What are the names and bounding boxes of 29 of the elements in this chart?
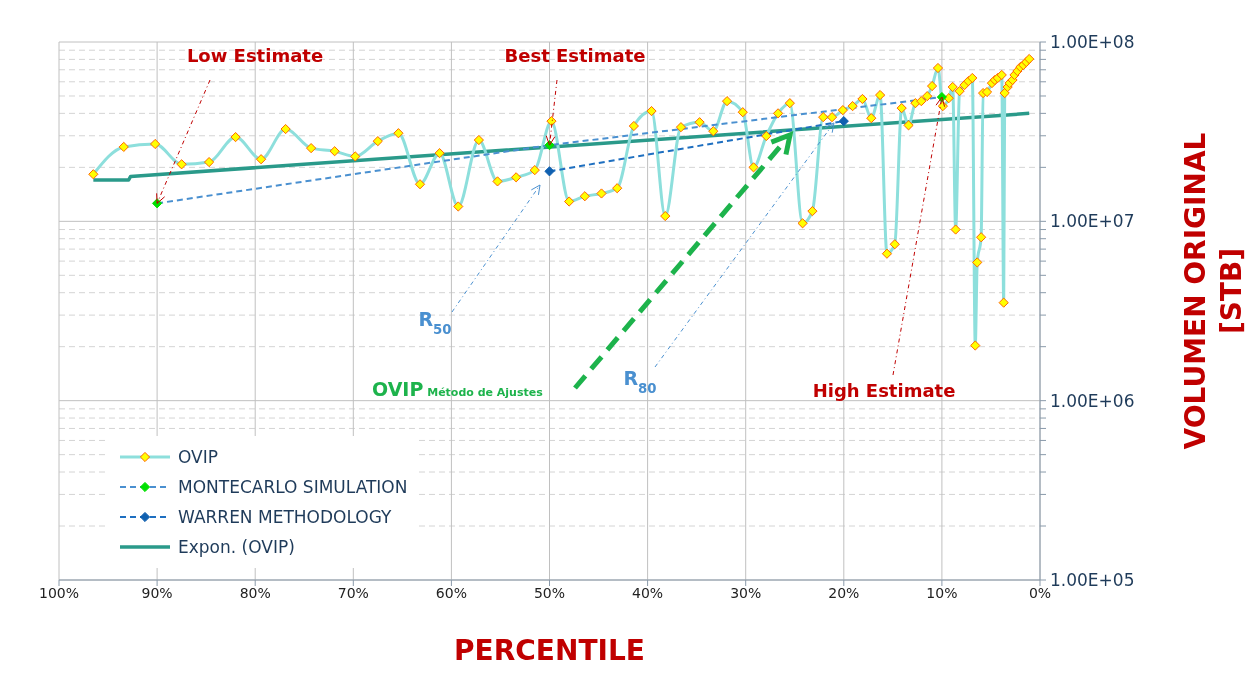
annotation: R$_{80}$	[623, 367, 657, 396]
legend-label: WARREN METHODOLOGY	[178, 507, 392, 527]
point	[838, 116, 849, 127]
y-tick-label: 1.00E+08	[1050, 32, 1135, 52]
y-tick-label: 1.00E+06	[1050, 390, 1135, 411]
legend-label: OVIP	[178, 447, 218, 467]
x-tick-label: 0%	[1028, 584, 1052, 601]
x-tick-label: 70%	[337, 584, 369, 601]
x-axis-title: PERCENTILE	[454, 634, 645, 667]
x-tick-label: 100%	[38, 584, 80, 601]
x-tick-label: 20%	[828, 584, 860, 601]
x-tick-label: 10%	[926, 584, 958, 601]
annotation: R$_{50}$	[418, 308, 452, 337]
x-tick-label: 40%	[632, 584, 664, 601]
annotation: OVIP Método de Ajustes	[372, 378, 544, 400]
x-tick-label: 50%	[533, 584, 566, 601]
x-tick-label: 60%	[435, 584, 467, 601]
annotation: High Estimate	[812, 380, 956, 401]
y-tick-label: 1.00E+07	[1050, 211, 1135, 232]
legend-label: MONTECARLO SIMULATION	[178, 477, 408, 497]
annotation: Best Estimate	[504, 45, 646, 66]
annotation: Low Estimate	[186, 45, 324, 66]
point	[544, 166, 555, 177]
x-tick-label: 90%	[141, 584, 173, 601]
y-axis-title: VOLUMEN ORIGINAL [STB]	[1179, 132, 1248, 450]
legend-label: Expon. (OVIP)	[178, 537, 295, 557]
x-tick-label: 30%	[730, 584, 762, 601]
x-tick-label: 80%	[239, 584, 271, 601]
y-tick-label: 1.00E+05	[1050, 570, 1135, 590]
